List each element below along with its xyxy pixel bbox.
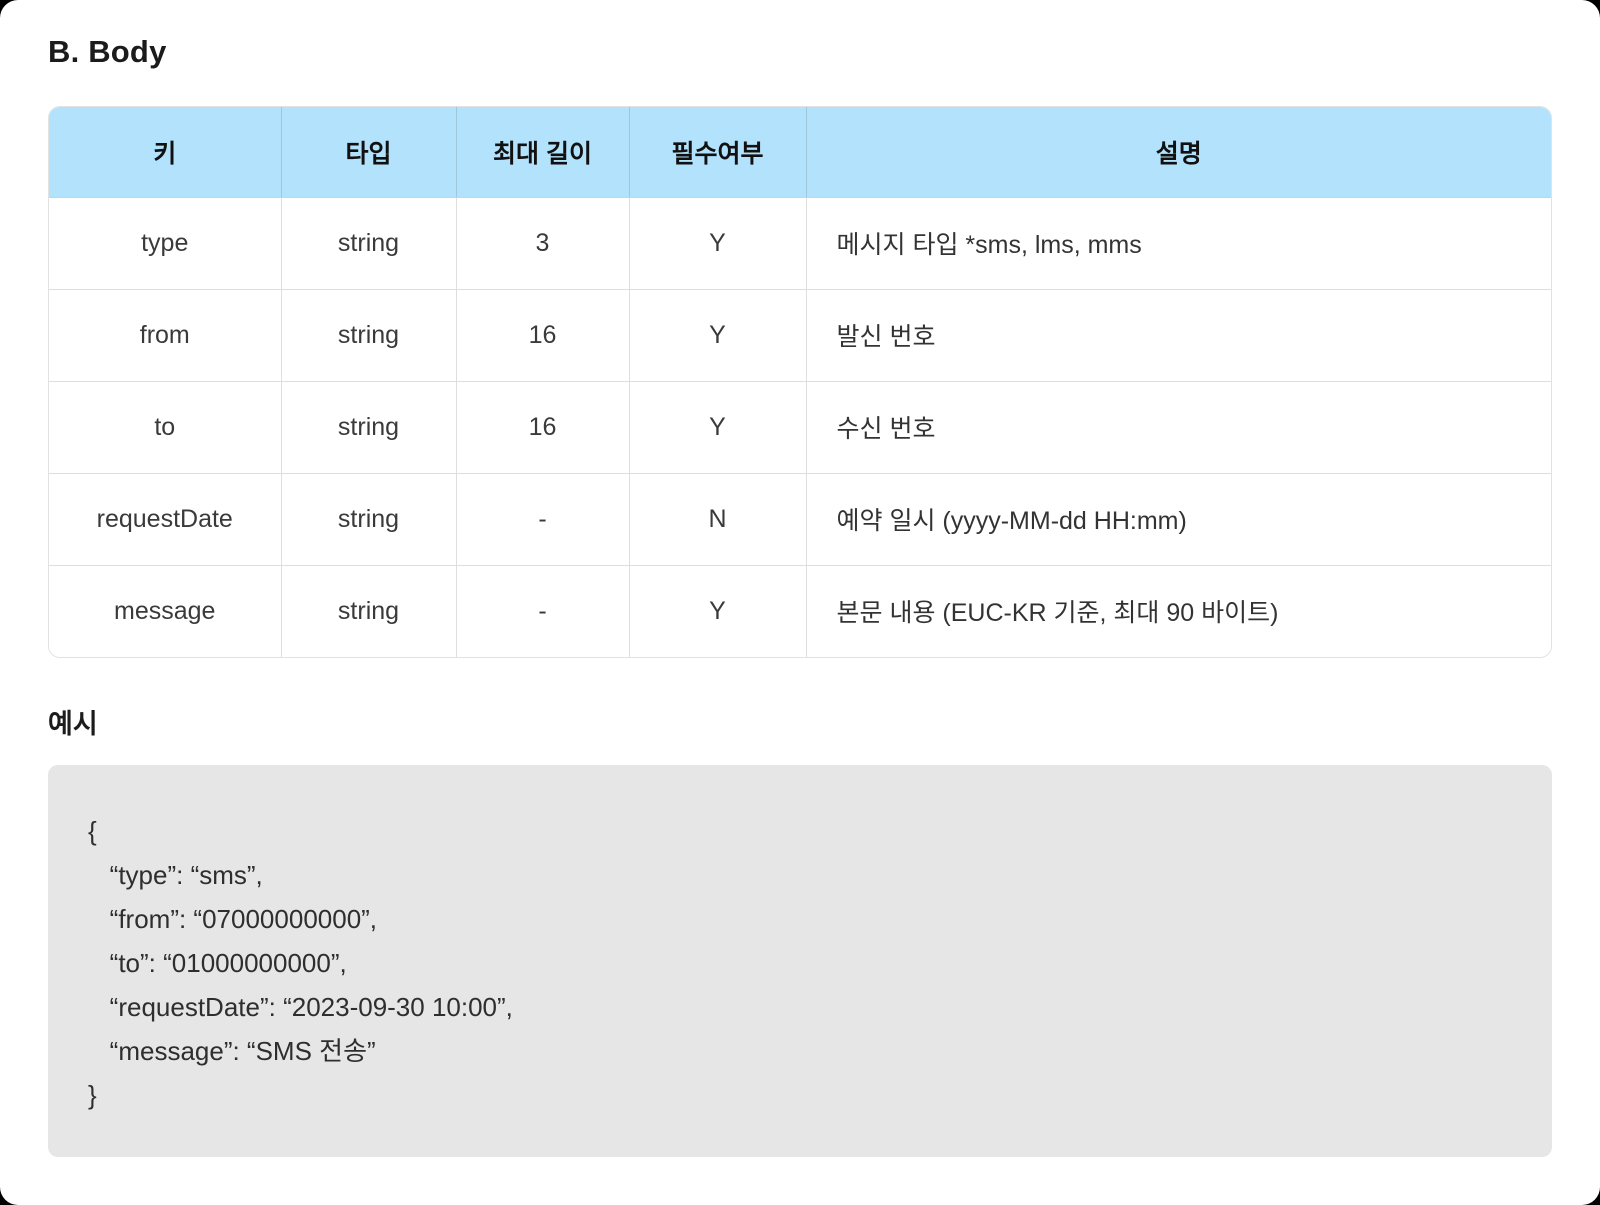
table-row: from string 16 Y 발신 번호 bbox=[49, 289, 1551, 382]
code-line: } bbox=[88, 1080, 97, 1110]
table-row: requestDate string - N 예약 일시 (yyyy-MM-dd HH:… bbox=[49, 473, 1551, 566]
table-body: type string 3 Y 메시지 타입 *sms, lms, mms from str… bbox=[49, 197, 1551, 657]
table-row: message string - Y 본문 내용 (EUC-KR 기준, 최대 90 바… bbox=[49, 565, 1551, 657]
code-line: “type”: “sms”, bbox=[88, 860, 263, 890]
table-cell-type: string bbox=[281, 565, 457, 657]
page-title: B. Body bbox=[48, 34, 167, 69]
table-header-cell: 설명 bbox=[806, 107, 1551, 198]
table-cell-max_length: 16 bbox=[456, 289, 630, 382]
code-line: “requestDate”: “2023-09-30 10:00”, bbox=[88, 992, 513, 1022]
table-cell-required: Y bbox=[629, 565, 807, 657]
table-header-cell: 타입 bbox=[281, 107, 457, 198]
code-line: { bbox=[88, 816, 97, 846]
table-cell-required: Y bbox=[629, 381, 807, 474]
table-row: type string 3 Y 메시지 타입 *sms, lms, mms bbox=[49, 197, 1551, 290]
example-label: 예시 bbox=[48, 709, 98, 739]
table-cell-type: string bbox=[281, 381, 457, 474]
table-cell-required: N bbox=[629, 473, 807, 566]
table-cell-max_length: 16 bbox=[456, 381, 630, 474]
table-cell-key: requestDate bbox=[49, 473, 282, 566]
body-params-table: 키 타입 최대 길이 필수여부 설명 type string 3 Y 메시지 타입 *sms, … bbox=[49, 107, 1551, 657]
table-cell-key: from bbox=[49, 289, 282, 382]
table-header-cell: 키 bbox=[49, 107, 282, 198]
example-code-block: { “type”: “sms”, “from”: “07000000000”, … bbox=[48, 765, 1552, 1157]
table-cell-required: Y bbox=[629, 197, 807, 290]
code-line: “to”: “01000000000”, bbox=[88, 948, 347, 978]
table-header-cell: 필수여부 bbox=[629, 107, 807, 198]
body-params-table-container: 키 타입 최대 길이 필수여부 설명 type string 3 Y 메시지 타입 *sms, … bbox=[48, 106, 1552, 658]
table-cell-description: 수신 번호 bbox=[806, 381, 1551, 474]
table-cell-max_length: - bbox=[456, 565, 630, 657]
table-cell-description: 메시지 타입 *sms, lms, mms bbox=[806, 197, 1551, 290]
table-cell-required: Y bbox=[629, 289, 807, 382]
table-cell-key: to bbox=[49, 381, 282, 474]
table-cell-max_length: - bbox=[456, 473, 630, 566]
table-row: to string 16 Y 수신 번호 bbox=[49, 381, 1551, 474]
code-line: “from”: “07000000000”, bbox=[88, 904, 378, 934]
table-cell-key: type bbox=[49, 197, 282, 290]
table-header-row: 키 타입 최대 길이 필수여부 설명 bbox=[49, 107, 1551, 198]
table-cell-type: string bbox=[281, 197, 457, 290]
table-cell-max_length: 3 bbox=[456, 197, 630, 290]
table-cell-type: string bbox=[281, 473, 457, 566]
table-cell-type: string bbox=[281, 289, 457, 382]
table-cell-key: message bbox=[49, 565, 282, 657]
table-cell-description: 예약 일시 (yyyy-MM-dd HH:mm) bbox=[806, 473, 1551, 566]
table-header-cell: 최대 길이 bbox=[456, 107, 630, 198]
table-cell-description: 본문 내용 (EUC-KR 기준, 최대 90 바이트) bbox=[806, 565, 1551, 657]
code-line: “message”: “SMS 전송” bbox=[88, 1036, 376, 1066]
table-cell-description: 발신 번호 bbox=[806, 289, 1551, 382]
